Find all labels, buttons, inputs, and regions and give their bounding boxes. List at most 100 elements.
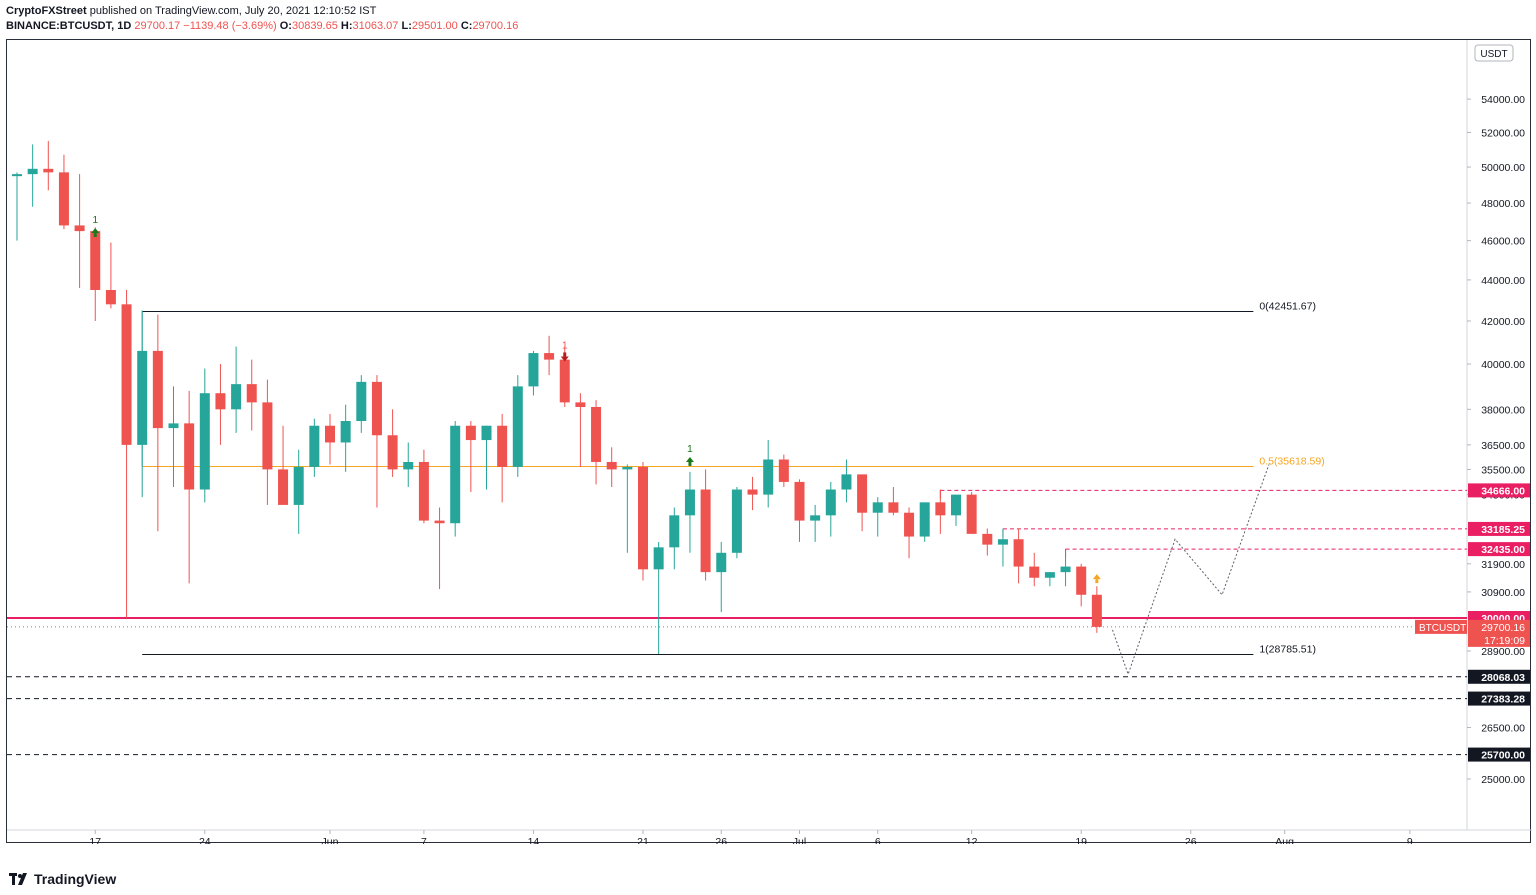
candle-body[interactable]: [497, 425, 508, 467]
candle-body[interactable]: [888, 502, 899, 513]
candle-body[interactable]: [325, 425, 335, 443]
level-price-tag: [1468, 542, 1530, 557]
candle-body[interactable]: [559, 359, 570, 403]
candle-body[interactable]: [841, 474, 852, 490]
candle-body[interactable]: [591, 407, 602, 462]
candle-body[interactable]: [262, 402, 273, 470]
symbol-tag-label: BTCUSDT: [1419, 623, 1466, 634]
candle-body[interactable]: [982, 533, 993, 545]
candle-body[interactable]: [638, 466, 648, 570]
candle-body[interactable]: [340, 421, 351, 443]
close-label: C:: [460, 20, 473, 32]
candle-body[interactable]: [371, 381, 382, 436]
candle-body[interactable]: [512, 386, 523, 467]
candle-body[interactable]: [653, 547, 664, 570]
signal-arrow-stem: [563, 352, 567, 357]
candle-body[interactable]: [387, 435, 398, 470]
candle-body[interactable]: [997, 539, 1008, 545]
candle-body[interactable]: [857, 474, 868, 513]
publisher-name: CryptoFXStreet: [6, 5, 87, 17]
candle-body[interactable]: [90, 231, 101, 290]
candle-body[interactable]: [575, 402, 586, 408]
candle-body[interactable]: [966, 494, 977, 534]
candle-body[interactable]: [137, 350, 148, 445]
close-value: 29700.16: [472, 20, 519, 32]
candle-body[interactable]: [794, 481, 805, 521]
candle-body[interactable]: [747, 489, 758, 495]
last-price: 29700.17: [134, 20, 181, 32]
y-tick-label: 42000.00: [1481, 316, 1525, 328]
candle-body[interactable]: [951, 494, 961, 516]
candle-body[interactable]: [27, 168, 38, 175]
candle-body[interactable]: [935, 502, 946, 516]
candle-body[interactable]: [1076, 566, 1087, 595]
low-label: L:: [401, 20, 412, 32]
candle-body[interactable]: [684, 489, 695, 516]
y-tick-label: 52000.00: [1481, 127, 1525, 139]
candle-body[interactable]: [1029, 566, 1040, 578]
candle-body[interactable]: [293, 466, 304, 505]
level-price-tag: [1468, 691, 1530, 706]
candle-body[interactable]: [168, 423, 179, 429]
x-tick-label: 26: [1185, 836, 1197, 844]
candle-body[interactable]: [481, 425, 492, 441]
brand-name: TradingView: [34, 871, 117, 887]
candle-body[interactable]: [810, 515, 821, 521]
last-price-label: 29700.16: [1481, 622, 1525, 634]
candle-body[interactable]: [465, 425, 476, 441]
chart-pane[interactable]: USDT 25000.00 26500.00 28900.00 30900.00 3190…: [6, 39, 1532, 844]
candle-body[interactable]: [246, 384, 257, 403]
candle-body[interactable]: [58, 172, 69, 226]
x-tick-label: Aug: [1275, 836, 1294, 844]
candle-body[interactable]: [544, 353, 555, 360]
candle-body[interactable]: [278, 469, 289, 505]
y-tick-label: 38000.00: [1481, 404, 1525, 416]
candle-body[interactable]: [43, 168, 54, 173]
candle-body[interactable]: [215, 393, 226, 410]
candle-body[interactable]: [606, 461, 617, 470]
level-price-tag: [1468, 747, 1530, 762]
candle-body[interactable]: [1044, 572, 1055, 578]
candle-body[interactable]: [356, 381, 367, 422]
candle-body[interactable]: [418, 461, 429, 521]
currency-badge[interactable]: [1474, 44, 1514, 62]
candle-body[interactable]: [904, 512, 915, 537]
candle-body[interactable]: [778, 459, 789, 482]
candle-body[interactable]: [700, 489, 711, 573]
candle-body[interactable]: [403, 461, 414, 470]
candlestick-chart[interactable]: USDT 25000.00 26500.00 28900.00 30900.00 3190…: [7, 40, 1532, 844]
x-tick-label: 26: [715, 836, 727, 844]
candle-body[interactable]: [731, 489, 742, 553]
low-value: 29501.00: [411, 20, 458, 32]
y-tick-label: 48000.00: [1481, 198, 1525, 210]
candle-body[interactable]: [105, 289, 116, 305]
fib-level-label: 1(28785.51): [1259, 643, 1316, 655]
candle-body[interactable]: [12, 174, 22, 177]
candle-body[interactable]: [716, 552, 727, 573]
candle-body[interactable]: [669, 515, 680, 548]
candle-body[interactable]: [231, 384, 242, 410]
candle-body[interactable]: [763, 459, 774, 495]
candle-body[interactable]: [309, 425, 320, 467]
candle-body[interactable]: [199, 393, 210, 490]
candle-body[interactable]: [434, 520, 445, 524]
candle-body[interactable]: [184, 423, 195, 490]
projection-path[interactable]: [1112, 464, 1270, 676]
candle-body[interactable]: [528, 353, 539, 387]
candle-body[interactable]: [622, 466, 633, 470]
candle-body[interactable]: [152, 350, 163, 429]
candle-body[interactable]: [74, 225, 85, 232]
candle-body[interactable]: [450, 425, 461, 524]
candle-body[interactable]: [1091, 594, 1102, 627]
y-tick-label: 36500.00: [1481, 440, 1525, 452]
candle-body[interactable]: [919, 502, 930, 537]
candle-body[interactable]: [1060, 566, 1071, 573]
level-price-label: 34666.00: [1481, 485, 1525, 497]
currency-label: USDT: [1480, 49, 1507, 60]
candle-body[interactable]: [1013, 539, 1024, 567]
candle-body[interactable]: [825, 489, 836, 516]
tradingview-logo[interactable]: TradingView: [9, 871, 116, 887]
symbol-label[interactable]: BINANCE:BTCUSDT, 1D: [6, 20, 132, 32]
candle-body[interactable]: [121, 304, 132, 445]
candle-body[interactable]: [872, 502, 883, 513]
